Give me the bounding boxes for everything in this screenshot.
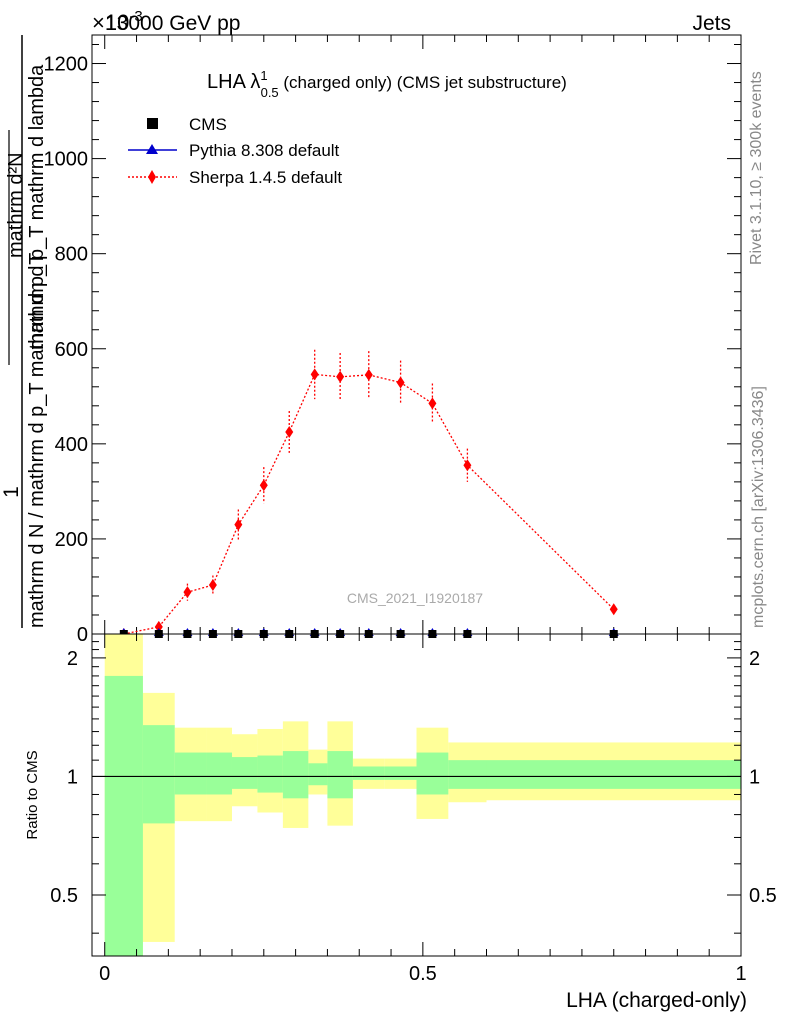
ratio-stat-band [416,752,449,795]
ratio-stat-band [384,766,417,780]
ylabel-numerator-rest: mathrm d p_T mathrm d lambda [26,64,48,350]
ratio-stat-band [352,766,385,780]
plot-title: LHA λ1 0.5 (charged only) (CMS jet substr… [207,68,567,100]
ratio-y-tick-label-right: 1 [749,766,760,788]
sherpa-point [310,368,319,381]
main-y-ticks: 0 200 400 600 800 1000 1200 [44,44,741,646]
category-label: Jets [692,12,731,35]
ylabel-numerator: mathrm d²N [5,152,27,258]
main-y-tick-label: 0 [77,624,88,646]
ratio-y-tick-label: 0.5 [50,885,78,907]
ratio-stat-band [327,751,353,799]
legend: CMS Pythia 8.308 default Sherpa 1.4.5 de… [128,115,342,187]
sherpa-point [428,397,437,410]
sherpa-point [463,459,472,472]
ratio-stat-band [486,760,741,789]
main-y-tick-label: 1200 [44,54,89,76]
ratio-y-tick-label-right: 2 [749,648,760,670]
sherpa-point [154,620,163,633]
sherpa-point [396,376,405,389]
sherpa-point [259,479,268,492]
ylabel-one: 1 [0,486,23,498]
sherpa-point [234,518,243,531]
ratio-frame [91,633,742,957]
ratio-y-ticks: 0.5 0.5 1 1 2 2 [50,641,777,934]
legend-label-pythia: Pythia 8.308 default [189,141,340,160]
main-y-tick-label: 200 [55,529,88,551]
legend-marker-cms [147,118,158,129]
main-y-tick-label: 600 [55,339,88,361]
energy-label: 13000 GeV pp [105,12,240,35]
x-tick-labels: 0 0.5 1 [99,963,746,985]
ratio-stat-band [231,757,258,789]
ratio-plot-panel: 0.5 0.5 1 1 2 2 Ratio to CMS [24,633,777,957]
ratio-stat-band [448,760,487,789]
legend-marker-pythia [146,144,158,154]
sherpa-point [336,370,345,383]
sherpa-point [609,603,618,616]
x-tick-label: 0.5 [409,963,437,985]
legend-label-cms: CMS [189,115,227,134]
x-tick-label: 1 [735,963,746,985]
legend-label-sherpa: Sherpa 1.4.5 default [189,168,342,187]
main-y-tick-label: 400 [55,434,88,456]
sherpa-point [208,579,217,592]
ratio-x-ticks [104,634,742,956]
sherpa-point [183,586,192,599]
ratio-stat-band [282,751,309,799]
ratio-y-tick-label: 1 [67,766,78,788]
ratio-y-tick-label-right: 0.5 [749,885,777,907]
mcplots-label: mcplots.cern.ch [arXiv:1306.3436] [750,386,767,628]
legend-marker-sherpa [148,170,156,184]
ratio-y-tick-label: 2 [67,648,78,670]
analysis-watermark: CMS_2021_I1920187 [347,590,483,606]
exponent-label: ×10-3 [92,8,143,35]
y-axis-label-main: 1 mathrm d N / mathrm d p_T mathrm d p_T… [0,35,48,628]
ratio-stat-band [308,763,328,786]
ratio-stat-band [206,752,232,795]
x-tick-label: 0 [99,963,110,985]
rivet-label: Rivet 3.1.10, ≥ 300k events [748,71,765,265]
sherpa-line [123,373,615,635]
x-axis-label: LHA (charged-only) [566,989,747,1012]
sherpa-point [364,368,373,381]
ratio-stat-band [257,755,283,793]
main-y-tick-label: 1000 [44,149,89,171]
main-y-tick-label: 800 [55,244,88,266]
sherpa-point [285,425,294,438]
ratio-bands [104,634,741,956]
ratio-stat-band [142,725,175,824]
ratio-stat-band [104,675,143,956]
ylabel-denominator: mathrm d N / mathrm d p_T mathrm d p_T [26,253,48,628]
ratio-ylabel: Ratio to CMS [24,750,41,839]
main-plot-panel: 0 200 400 600 800 1000 1200 LHA λ1 0.5 (charged… [44,34,742,646]
ratio-stat-band [174,752,207,795]
